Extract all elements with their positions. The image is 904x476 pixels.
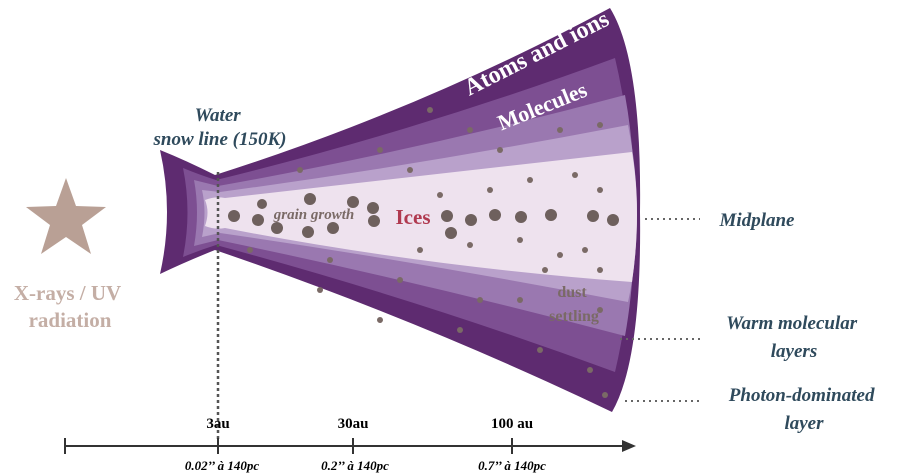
source-label: X-rays / UV radiation [14,281,126,332]
source-line: radiation [29,308,112,332]
axis-sublabel: 0.02’’ à 140pc [185,458,259,473]
midplane-text: Midplane [719,210,796,231]
snow-line-text: Water [195,105,242,126]
axis-label: 30au [338,416,369,432]
axis-arrow [622,440,636,452]
disk-midplane-core [205,152,637,282]
warm-text: layers [771,341,817,362]
photon-text: layer [784,413,824,434]
photon-label: Photon-dominated layer [728,385,879,434]
midplane-label: Midplane [719,210,796,231]
snow-line-label: Water snow line (150K) [152,105,286,150]
warm-text: Warm molecular [726,313,858,334]
dust-settling-label: dust settling [549,284,599,325]
axis-sublabel: 0.2’’ à 140pc [321,458,389,473]
ices-label: Ices [396,205,431,229]
star [26,178,106,254]
dust-settling-text: settling [549,308,599,325]
axis-sublabel: 0.7’’ à 140pc [478,458,546,473]
source-line: X-rays / UV [14,281,121,305]
axis-label: 3au [206,416,229,432]
dust-settling-text: dust [557,284,587,301]
warm-label: Warm molecular layers [726,313,862,362]
snow-line-text: snow line (150K) [152,129,286,150]
photon-text: Photon-dominated [728,385,875,406]
axis-label: 100 au [491,416,533,432]
grains [228,107,619,398]
grain-growth-label: grain growth [273,207,354,223]
